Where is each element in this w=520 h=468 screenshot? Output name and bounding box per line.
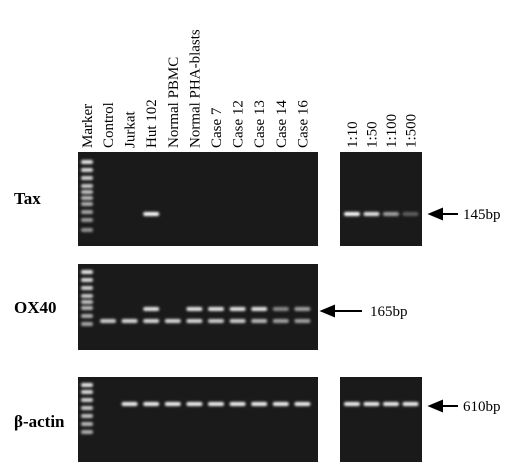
band <box>363 212 380 216</box>
band <box>164 402 181 406</box>
band <box>143 319 160 323</box>
band <box>143 402 160 406</box>
gel-tax <box>78 152 318 246</box>
band <box>81 202 93 206</box>
band <box>81 184 93 188</box>
dilution-label: 1:50 <box>365 121 381 148</box>
band <box>81 422 93 426</box>
dilution-label: 1:500 <box>404 114 420 148</box>
lane-label: Normal PHA-blasts <box>187 29 203 148</box>
gels <box>78 152 422 462</box>
lane-label: Case 13 <box>252 100 268 148</box>
band <box>81 278 93 282</box>
band-size: 145bp <box>463 207 501 223</box>
band <box>272 402 289 406</box>
band <box>186 402 203 406</box>
row-label: OX40 <box>14 298 57 317</box>
band <box>208 402 224 406</box>
band <box>383 212 399 216</box>
band <box>402 212 419 216</box>
band-size: 610bp <box>463 399 501 415</box>
band <box>294 307 311 311</box>
band <box>143 212 160 216</box>
band <box>81 218 93 222</box>
band <box>81 168 93 172</box>
lane-label: Case 7 <box>209 107 225 148</box>
lane-label: Jurkat <box>123 111 139 148</box>
band <box>229 319 246 323</box>
gel-actin-dilution <box>340 377 422 462</box>
band <box>121 402 138 406</box>
band <box>81 210 93 214</box>
band <box>81 383 93 387</box>
band <box>81 300 93 304</box>
band <box>81 270 93 274</box>
lane-label: Case 16 <box>295 100 311 148</box>
dilution-label: 1:100 <box>384 114 400 148</box>
band <box>251 402 268 406</box>
band <box>81 414 93 418</box>
band <box>81 306 93 310</box>
band <box>294 402 311 406</box>
band <box>164 319 181 323</box>
lane-label: Case 12 <box>231 100 247 148</box>
band <box>251 307 268 311</box>
lane-label: Case 14 <box>274 100 290 148</box>
arrows <box>319 207 458 413</box>
band <box>294 319 311 323</box>
band <box>81 294 93 298</box>
band <box>81 390 93 394</box>
band <box>272 319 289 323</box>
band <box>143 307 160 311</box>
gel-tax-dilution <box>340 152 422 246</box>
band <box>363 402 380 406</box>
band <box>208 307 224 311</box>
lane-label: Control <box>101 102 117 148</box>
band <box>208 319 224 323</box>
band <box>402 402 419 406</box>
band <box>81 190 93 194</box>
band <box>81 196 93 200</box>
band <box>229 307 246 311</box>
band <box>383 402 399 406</box>
gel-actin <box>78 377 318 462</box>
lane-label: Hut 102 <box>144 99 160 148</box>
band <box>121 319 138 323</box>
band <box>229 402 246 406</box>
band <box>81 176 93 180</box>
band <box>81 322 93 326</box>
band <box>186 307 203 311</box>
row-label: Tax <box>14 189 41 208</box>
band <box>272 307 289 311</box>
band <box>81 228 93 232</box>
band <box>81 286 93 290</box>
lane-label: Marker <box>80 104 96 148</box>
band <box>186 319 203 323</box>
band <box>81 314 93 318</box>
band-size: 165bp <box>370 304 408 320</box>
dilution-label: 1:10 <box>345 121 361 148</box>
lane-label: Normal PBMC <box>166 57 182 148</box>
band <box>344 212 360 216</box>
band <box>81 160 93 164</box>
row-label: β-actin <box>14 412 65 431</box>
band <box>344 402 360 406</box>
band <box>81 430 93 434</box>
band <box>100 319 116 323</box>
band <box>81 406 93 410</box>
band <box>251 319 268 323</box>
band <box>81 398 93 402</box>
